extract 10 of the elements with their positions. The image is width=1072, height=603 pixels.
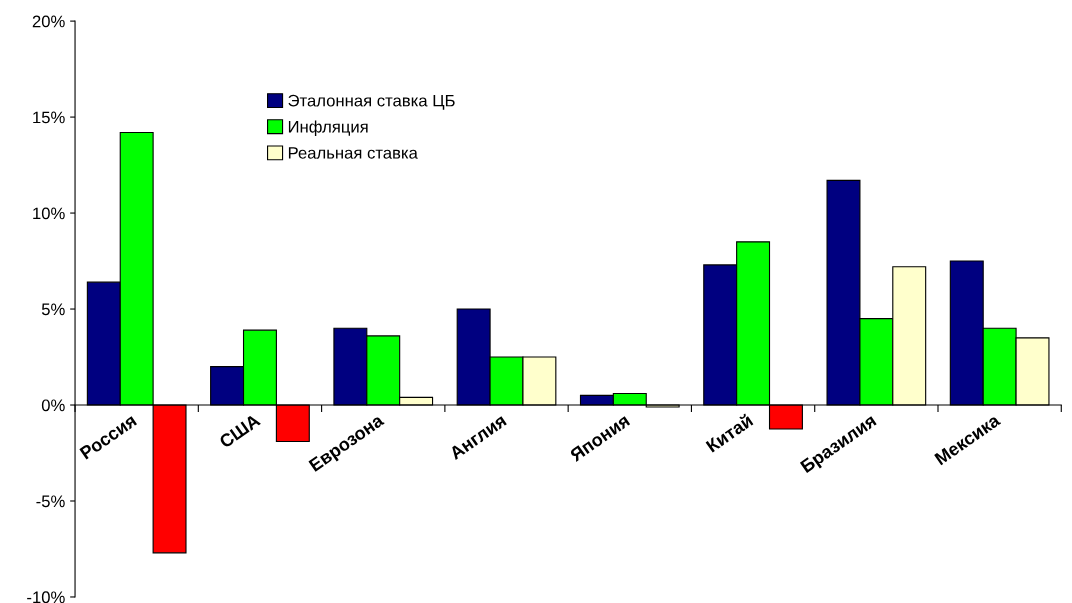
y-tick-label: 10%	[33, 207, 65, 220]
legend-label: Реальная ставка	[288, 147, 418, 159]
y-tick-label: -5%	[36, 495, 65, 508]
legend-label: Инфляция	[288, 120, 368, 136]
y-tick-label: 5%	[41, 303, 65, 316]
legend-label: Эталонная ставка ЦБ	[288, 94, 455, 110]
y-tick-label: -10%	[27, 591, 65, 603]
y-tick-label: 0%	[41, 399, 65, 412]
y-tick-label: 20%	[32, 15, 65, 28]
y-tick-label: 15%	[33, 111, 65, 124]
